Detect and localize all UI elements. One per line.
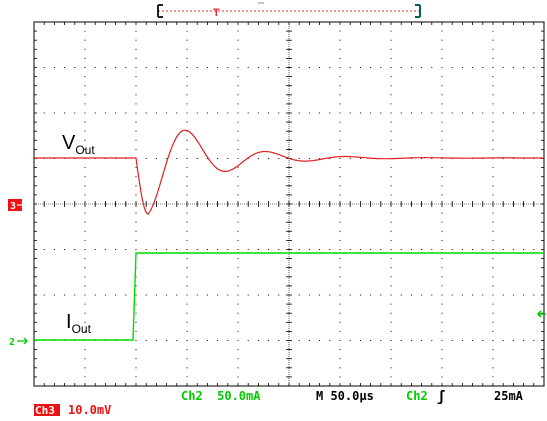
trigger-level-readout: 25mA (494, 389, 524, 403)
ch3-scale-readout: 10.0mV (68, 403, 111, 417)
ch3-badge (34, 404, 60, 416)
vout-trace (34, 129, 544, 215)
arrow-right-icon (17, 337, 28, 345)
trigger-source-readout: Ch2 (406, 389, 428, 403)
ch3-badge-label: Ch3 (35, 404, 55, 417)
graticule (33, 21, 545, 387)
trigger-position-bar: T (157, 2, 421, 19)
iout-label: IOut (66, 311, 92, 336)
iout-trace (34, 252, 544, 341)
ch2-ground-marker[interactable]: 2 (9, 337, 28, 348)
svg-text:2: 2 (9, 337, 15, 348)
trigger-position-T-marker: T (213, 7, 220, 19)
timebase-readout: M 50.0µs (316, 389, 374, 403)
trigger-level-arrow-left-icon[interactable] (536, 310, 546, 318)
rising-edge-icon: ʃ (437, 389, 445, 405)
vout-label: VOut (62, 132, 95, 157)
arrow-right-icon (17, 201, 26, 209)
ch2-scale-readout: Ch2 50.0mA (181, 389, 261, 403)
ch3-ground-marker[interactable]: 3 (8, 199, 26, 212)
svg-text:3: 3 (10, 201, 16, 212)
